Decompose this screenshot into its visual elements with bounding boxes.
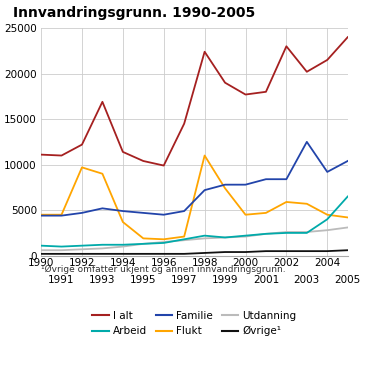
- Legend: I alt, Arbeid, Familie, Flukt, Utdanning, Øvrige¹: I alt, Arbeid, Familie, Flukt, Utdanning…: [92, 311, 296, 336]
- Text: ¹Øvrige omfatter ukjent og annen innvandringsgrunn.: ¹Øvrige omfatter ukjent og annen innvand…: [41, 265, 286, 274]
- Text: Innvandringsgrunn. 1990-2005: Innvandringsgrunn. 1990-2005: [14, 5, 256, 20]
